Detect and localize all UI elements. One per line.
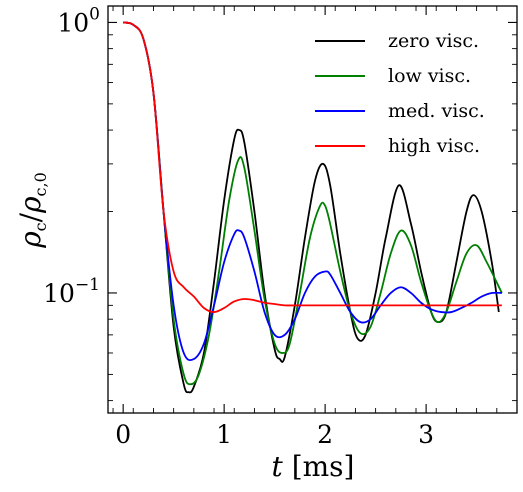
x-tick-label: 2 xyxy=(317,420,333,449)
x-tick-label: 0 xyxy=(115,420,131,449)
y-axis-label: ρc/ρc,0 xyxy=(14,172,50,249)
x-tick-label: 3 xyxy=(418,420,434,449)
series-lines xyxy=(122,21,503,394)
x-axis-label-symbol: t xyxy=(272,450,284,483)
y-axis-label-den: ρ xyxy=(14,196,47,214)
y-axis-label-num-sub: c xyxy=(31,222,50,231)
y-axis-label-slash: / xyxy=(14,212,47,222)
legend-label: low visc. xyxy=(388,65,471,87)
legend-label: high visc. xyxy=(388,135,480,157)
series-line-2 xyxy=(122,21,502,362)
x-axis-label-unit: [ms] xyxy=(283,450,355,483)
y-tick-label: 100 xyxy=(57,4,100,37)
x-tick-label: 1 xyxy=(216,420,232,449)
plot-frame xyxy=(107,5,518,414)
legend-label: med. visc. xyxy=(388,100,485,122)
y-axis-label-den-sub: c,0 xyxy=(31,172,50,196)
legend: zero visc. low visc. med. visc. high visc. xyxy=(315,30,485,157)
x-axis-label: t [ms] xyxy=(272,450,355,483)
series-line-1 xyxy=(122,21,503,386)
y-axis-label-num: ρ xyxy=(14,231,47,249)
y-tick-label: 10−1 xyxy=(43,275,100,308)
series-line-3 xyxy=(122,21,502,313)
legend-label: zero visc. xyxy=(388,30,479,52)
ticks: 0 1 2 3 100 10−1 xyxy=(43,4,517,449)
